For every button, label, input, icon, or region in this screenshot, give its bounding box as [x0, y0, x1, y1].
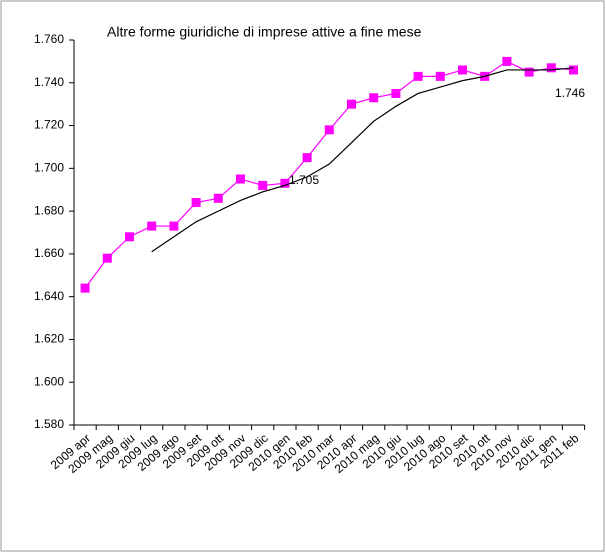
annotation: 1.705: [289, 173, 319, 187]
marker: [302, 153, 312, 163]
marker: [236, 174, 245, 184]
y-tick-label: 1.580: [34, 417, 64, 431]
y-tick-label: 1.660: [34, 246, 64, 260]
y-tick-label: 1.720: [34, 118, 64, 132]
y-tick-label: 1.760: [34, 32, 64, 46]
marker: [258, 180, 268, 190]
chart-title: Altre forme giuridiche di imprese attive…: [107, 24, 422, 40]
y-tick-label: 1.740: [34, 75, 64, 89]
y-tick-label: 1.600: [34, 374, 64, 388]
y-tick-label: 1.700: [34, 161, 64, 175]
marker: [280, 178, 290, 188]
marker: [435, 71, 445, 81]
y-tick-label: 1.620: [34, 332, 64, 346]
y-tick-label: 1.680: [34, 203, 64, 217]
marker: [324, 125, 334, 135]
marker: [524, 67, 534, 77]
annotation: 1.746: [555, 86, 585, 100]
y-tick-label: 1.640: [34, 289, 64, 303]
marker: [502, 56, 512, 66]
marker: [80, 283, 90, 293]
series-line: [151, 67, 574, 253]
marker: [458, 65, 467, 75]
marker: [369, 93, 379, 103]
marker: [213, 193, 223, 203]
marker: [169, 221, 179, 231]
marker: [347, 99, 356, 109]
marker: [125, 232, 134, 242]
marker: [102, 253, 112, 263]
marker: [413, 71, 423, 81]
marker: [391, 88, 401, 98]
marker: [546, 63, 556, 73]
marker: [569, 65, 578, 75]
marker: [147, 221, 157, 231]
marker: [191, 198, 201, 208]
